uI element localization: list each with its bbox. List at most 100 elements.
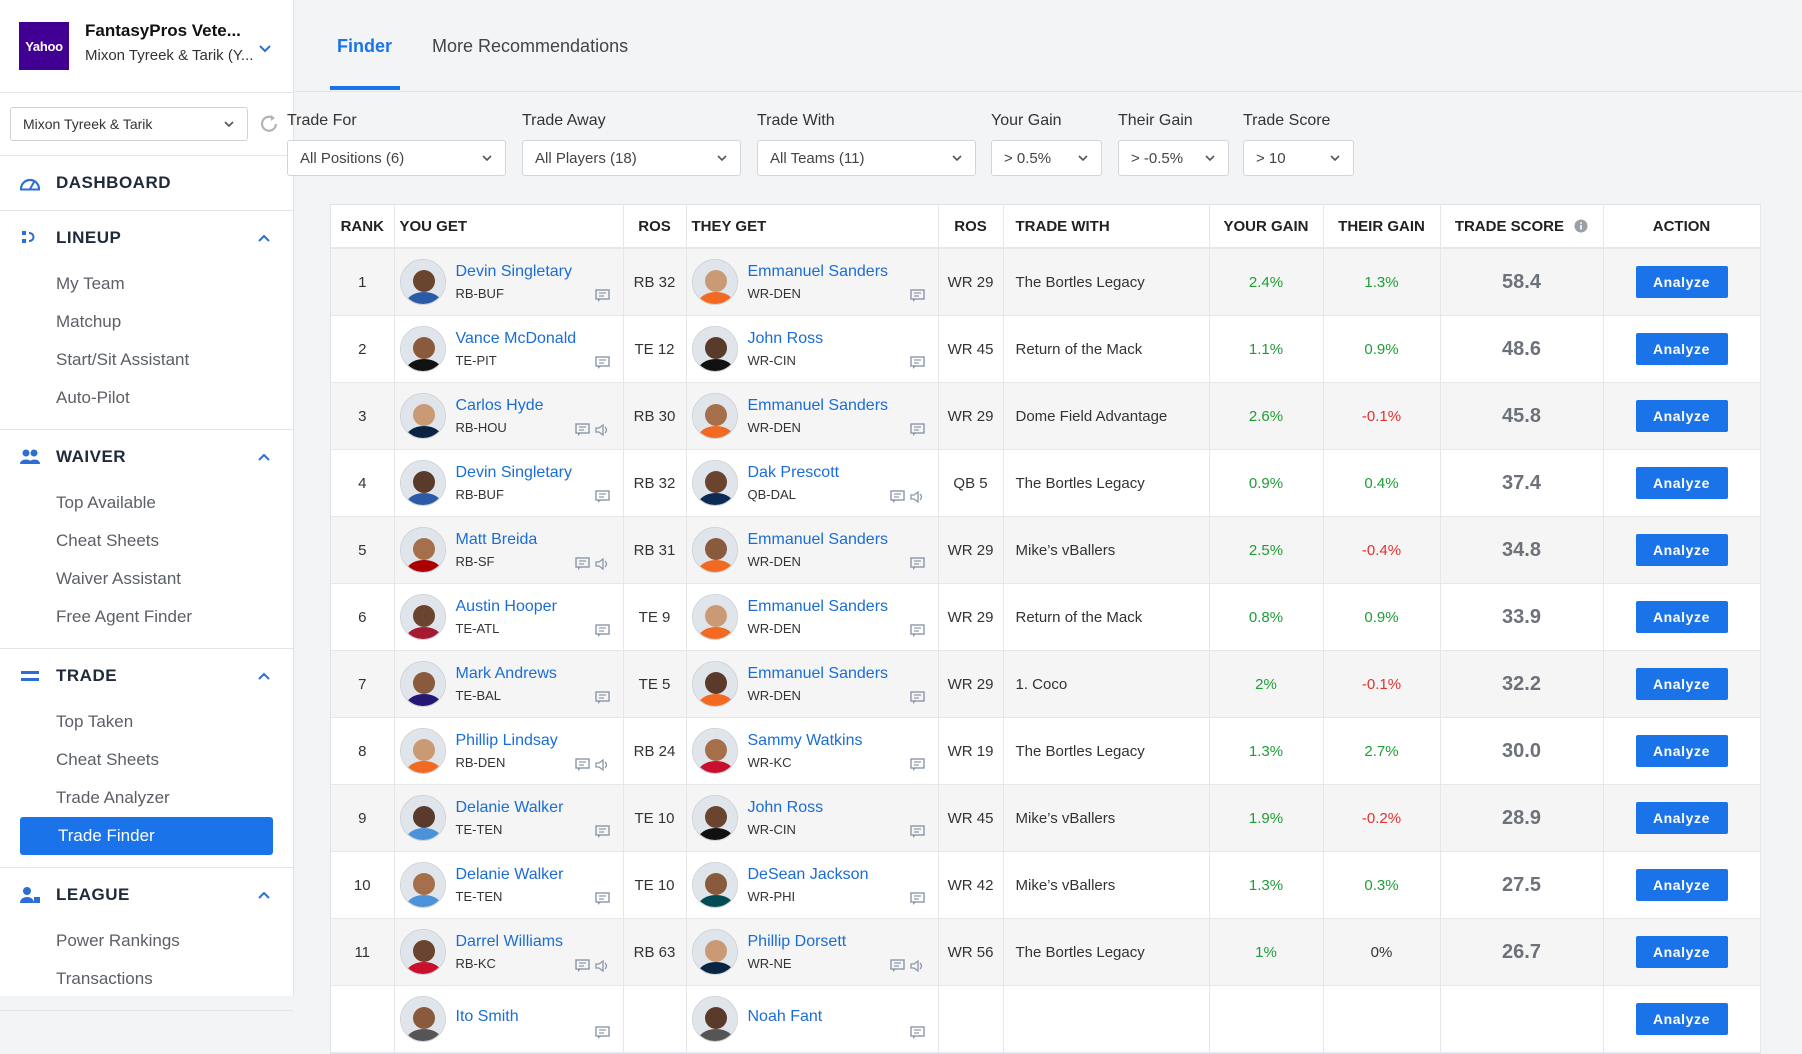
sidebar-item-trade-finder[interactable]: Trade Finder bbox=[20, 817, 273, 855]
sidebar-item-top-taken[interactable]: Top Taken bbox=[56, 712, 134, 731]
header-trade-with[interactable]: TRADE WITH bbox=[1003, 205, 1210, 249]
player-link[interactable]: Ito Smith bbox=[455, 1007, 519, 1025]
sidebar-item-top-available[interactable]: Top Available bbox=[56, 493, 156, 512]
refresh-icon[interactable] bbox=[258, 113, 280, 135]
news-icon[interactable] bbox=[909, 825, 925, 839]
audio-icon[interactable] bbox=[909, 490, 925, 504]
news-icon[interactable] bbox=[909, 691, 925, 705]
header-they-get[interactable]: THEY GET bbox=[686, 205, 939, 249]
filter-trade-score-select[interactable]: > 10 bbox=[1243, 140, 1354, 176]
sidebar-item-power-rankings[interactable]: Power Rankings bbox=[56, 931, 180, 950]
sidebar-item-free-agent-finder[interactable]: Free Agent Finder bbox=[56, 607, 193, 626]
player-link[interactable]: Delanie Walker bbox=[455, 866, 564, 883]
news-icon[interactable] bbox=[594, 490, 610, 504]
nav-head-waiver[interactable]: WAIVER bbox=[0, 430, 293, 484]
sidebar-item-auto-pilot[interactable]: Auto-Pilot bbox=[56, 388, 130, 407]
nav-head-league[interactable]: LEAGUE bbox=[0, 868, 293, 922]
analyze-button[interactable]: Analyze bbox=[1635, 467, 1728, 499]
header-you-get[interactable]: YOU GET bbox=[394, 205, 624, 249]
chevron-up-icon[interactable] bbox=[257, 231, 271, 250]
player-link[interactable]: Mark Andrews bbox=[455, 665, 557, 682]
tab-finder[interactable]: Finder bbox=[337, 36, 393, 56]
news-icon[interactable] bbox=[574, 959, 590, 973]
filter-their-gain-select[interactable]: > -0.5% bbox=[1118, 140, 1229, 176]
filter-trade-for-select[interactable]: All Positions (6) bbox=[287, 140, 506, 176]
player-link[interactable]: Emmanuel Sanders bbox=[747, 263, 889, 280]
news-icon[interactable] bbox=[909, 289, 925, 303]
chevron-up-icon[interactable] bbox=[257, 669, 271, 688]
news-icon[interactable] bbox=[889, 490, 905, 504]
player-link[interactable]: Noah Fant bbox=[747, 1007, 823, 1025]
player-link[interactable]: John Ross bbox=[747, 330, 824, 347]
analyze-button[interactable]: Analyze bbox=[1635, 668, 1728, 700]
analyze-button[interactable]: Analyze bbox=[1635, 534, 1728, 566]
analyze-button[interactable]: Analyze bbox=[1635, 802, 1728, 834]
sidebar-item-cheat-sheets[interactable]: Cheat Sheets bbox=[56, 531, 160, 550]
player-link[interactable]: Vance McDonald bbox=[455, 330, 577, 347]
sidebar-item-my-team[interactable]: My Team bbox=[56, 274, 125, 293]
analyze-button[interactable]: Analyze bbox=[1635, 936, 1728, 968]
audio-icon[interactable] bbox=[594, 557, 610, 571]
analyze-button[interactable]: Analyze bbox=[1635, 400, 1728, 432]
analyze-button[interactable]: Analyze bbox=[1635, 869, 1728, 901]
player-link[interactable]: Devin Singletary bbox=[455, 263, 573, 280]
news-icon[interactable] bbox=[594, 1026, 610, 1040]
nav-head-dashboard[interactable]: DASHBOARD bbox=[0, 156, 293, 210]
news-icon[interactable] bbox=[909, 892, 925, 906]
player-link[interactable]: Phillip Dorsett bbox=[747, 933, 847, 950]
news-icon[interactable] bbox=[909, 1026, 925, 1040]
header-ros-give[interactable]: ROS bbox=[938, 205, 1004, 249]
player-link[interactable]: Devin Singletary bbox=[455, 464, 573, 481]
header-your-gain[interactable]: YOUR GAIN bbox=[1209, 205, 1324, 249]
header-rank[interactable]: RANK bbox=[331, 205, 395, 249]
audio-icon[interactable] bbox=[909, 959, 925, 973]
chevron-down-icon[interactable] bbox=[258, 42, 272, 56]
filter-your-gain-select[interactable]: > 0.5% bbox=[991, 140, 1102, 176]
player-link[interactable]: Austin Hooper bbox=[455, 598, 557, 615]
player-link[interactable]: Phillip Lindsay bbox=[455, 732, 558, 749]
news-icon[interactable] bbox=[909, 356, 925, 370]
player-link[interactable]: John Ross bbox=[747, 799, 824, 816]
news-icon[interactable] bbox=[909, 624, 925, 638]
news-icon[interactable] bbox=[594, 289, 610, 303]
player-link[interactable]: Darrel Williams bbox=[455, 933, 564, 950]
league-header[interactable]: Yahoo FantasyPros Vete... Mixon Tyreek &… bbox=[0, 0, 293, 93]
analyze-button[interactable]: Analyze bbox=[1635, 266, 1728, 298]
news-icon[interactable] bbox=[909, 758, 925, 772]
player-link[interactable]: Dak Prescott bbox=[747, 464, 840, 481]
sidebar-item-waiver-assistant[interactable]: Waiver Assistant bbox=[56, 569, 182, 588]
nav-head-trade[interactable]: TRADE bbox=[0, 649, 293, 703]
team-select[interactable]: Mixon Tyreek & Tarik bbox=[10, 107, 248, 141]
sidebar-item-transactions[interactable]: Transactions bbox=[56, 969, 153, 988]
player-link[interactable]: Carlos Hyde bbox=[455, 397, 544, 414]
news-icon[interactable] bbox=[594, 356, 610, 370]
player-link[interactable]: Emmanuel Sanders bbox=[747, 598, 889, 615]
chevron-up-icon[interactable] bbox=[257, 888, 271, 907]
player-link[interactable]: Delanie Walker bbox=[455, 799, 564, 816]
nav-head-lineup[interactable]: LINEUP bbox=[0, 211, 293, 265]
analyze-button[interactable]: Analyze bbox=[1635, 735, 1728, 767]
news-icon[interactable] bbox=[594, 624, 610, 638]
chevron-up-icon[interactable] bbox=[257, 450, 271, 469]
player-link[interactable]: Emmanuel Sanders bbox=[747, 665, 889, 682]
audio-icon[interactable] bbox=[594, 959, 610, 973]
news-icon[interactable] bbox=[594, 691, 610, 705]
analyze-button[interactable]: Analyze bbox=[1635, 333, 1728, 365]
player-link[interactable]: DeSean Jackson bbox=[747, 866, 869, 883]
filter-trade-away-select[interactable]: All Players (18) bbox=[522, 140, 741, 176]
audio-icon[interactable] bbox=[594, 423, 610, 437]
audio-icon[interactable] bbox=[594, 758, 610, 772]
header-trade-score[interactable]: TRADE SCORE bbox=[1440, 205, 1604, 249]
filter-trade-with-select[interactable]: All Teams (11) bbox=[757, 140, 976, 176]
sidebar-item-matchup[interactable]: Matchup bbox=[56, 312, 122, 331]
analyze-button[interactable]: Analyze bbox=[1635, 1003, 1728, 1035]
news-icon[interactable] bbox=[889, 959, 905, 973]
sidebar-item-cheat-sheets[interactable]: Cheat Sheets bbox=[56, 750, 160, 769]
header-ros-get[interactable]: ROS bbox=[623, 205, 687, 249]
news-icon[interactable] bbox=[574, 758, 590, 772]
sidebar-item-start-sit-assistant[interactable]: Start/Sit Assistant bbox=[56, 350, 190, 369]
analyze-button[interactable]: Analyze bbox=[1635, 601, 1728, 633]
news-icon[interactable] bbox=[909, 557, 925, 571]
player-link[interactable]: Emmanuel Sanders bbox=[747, 397, 889, 414]
news-icon[interactable] bbox=[594, 825, 610, 839]
